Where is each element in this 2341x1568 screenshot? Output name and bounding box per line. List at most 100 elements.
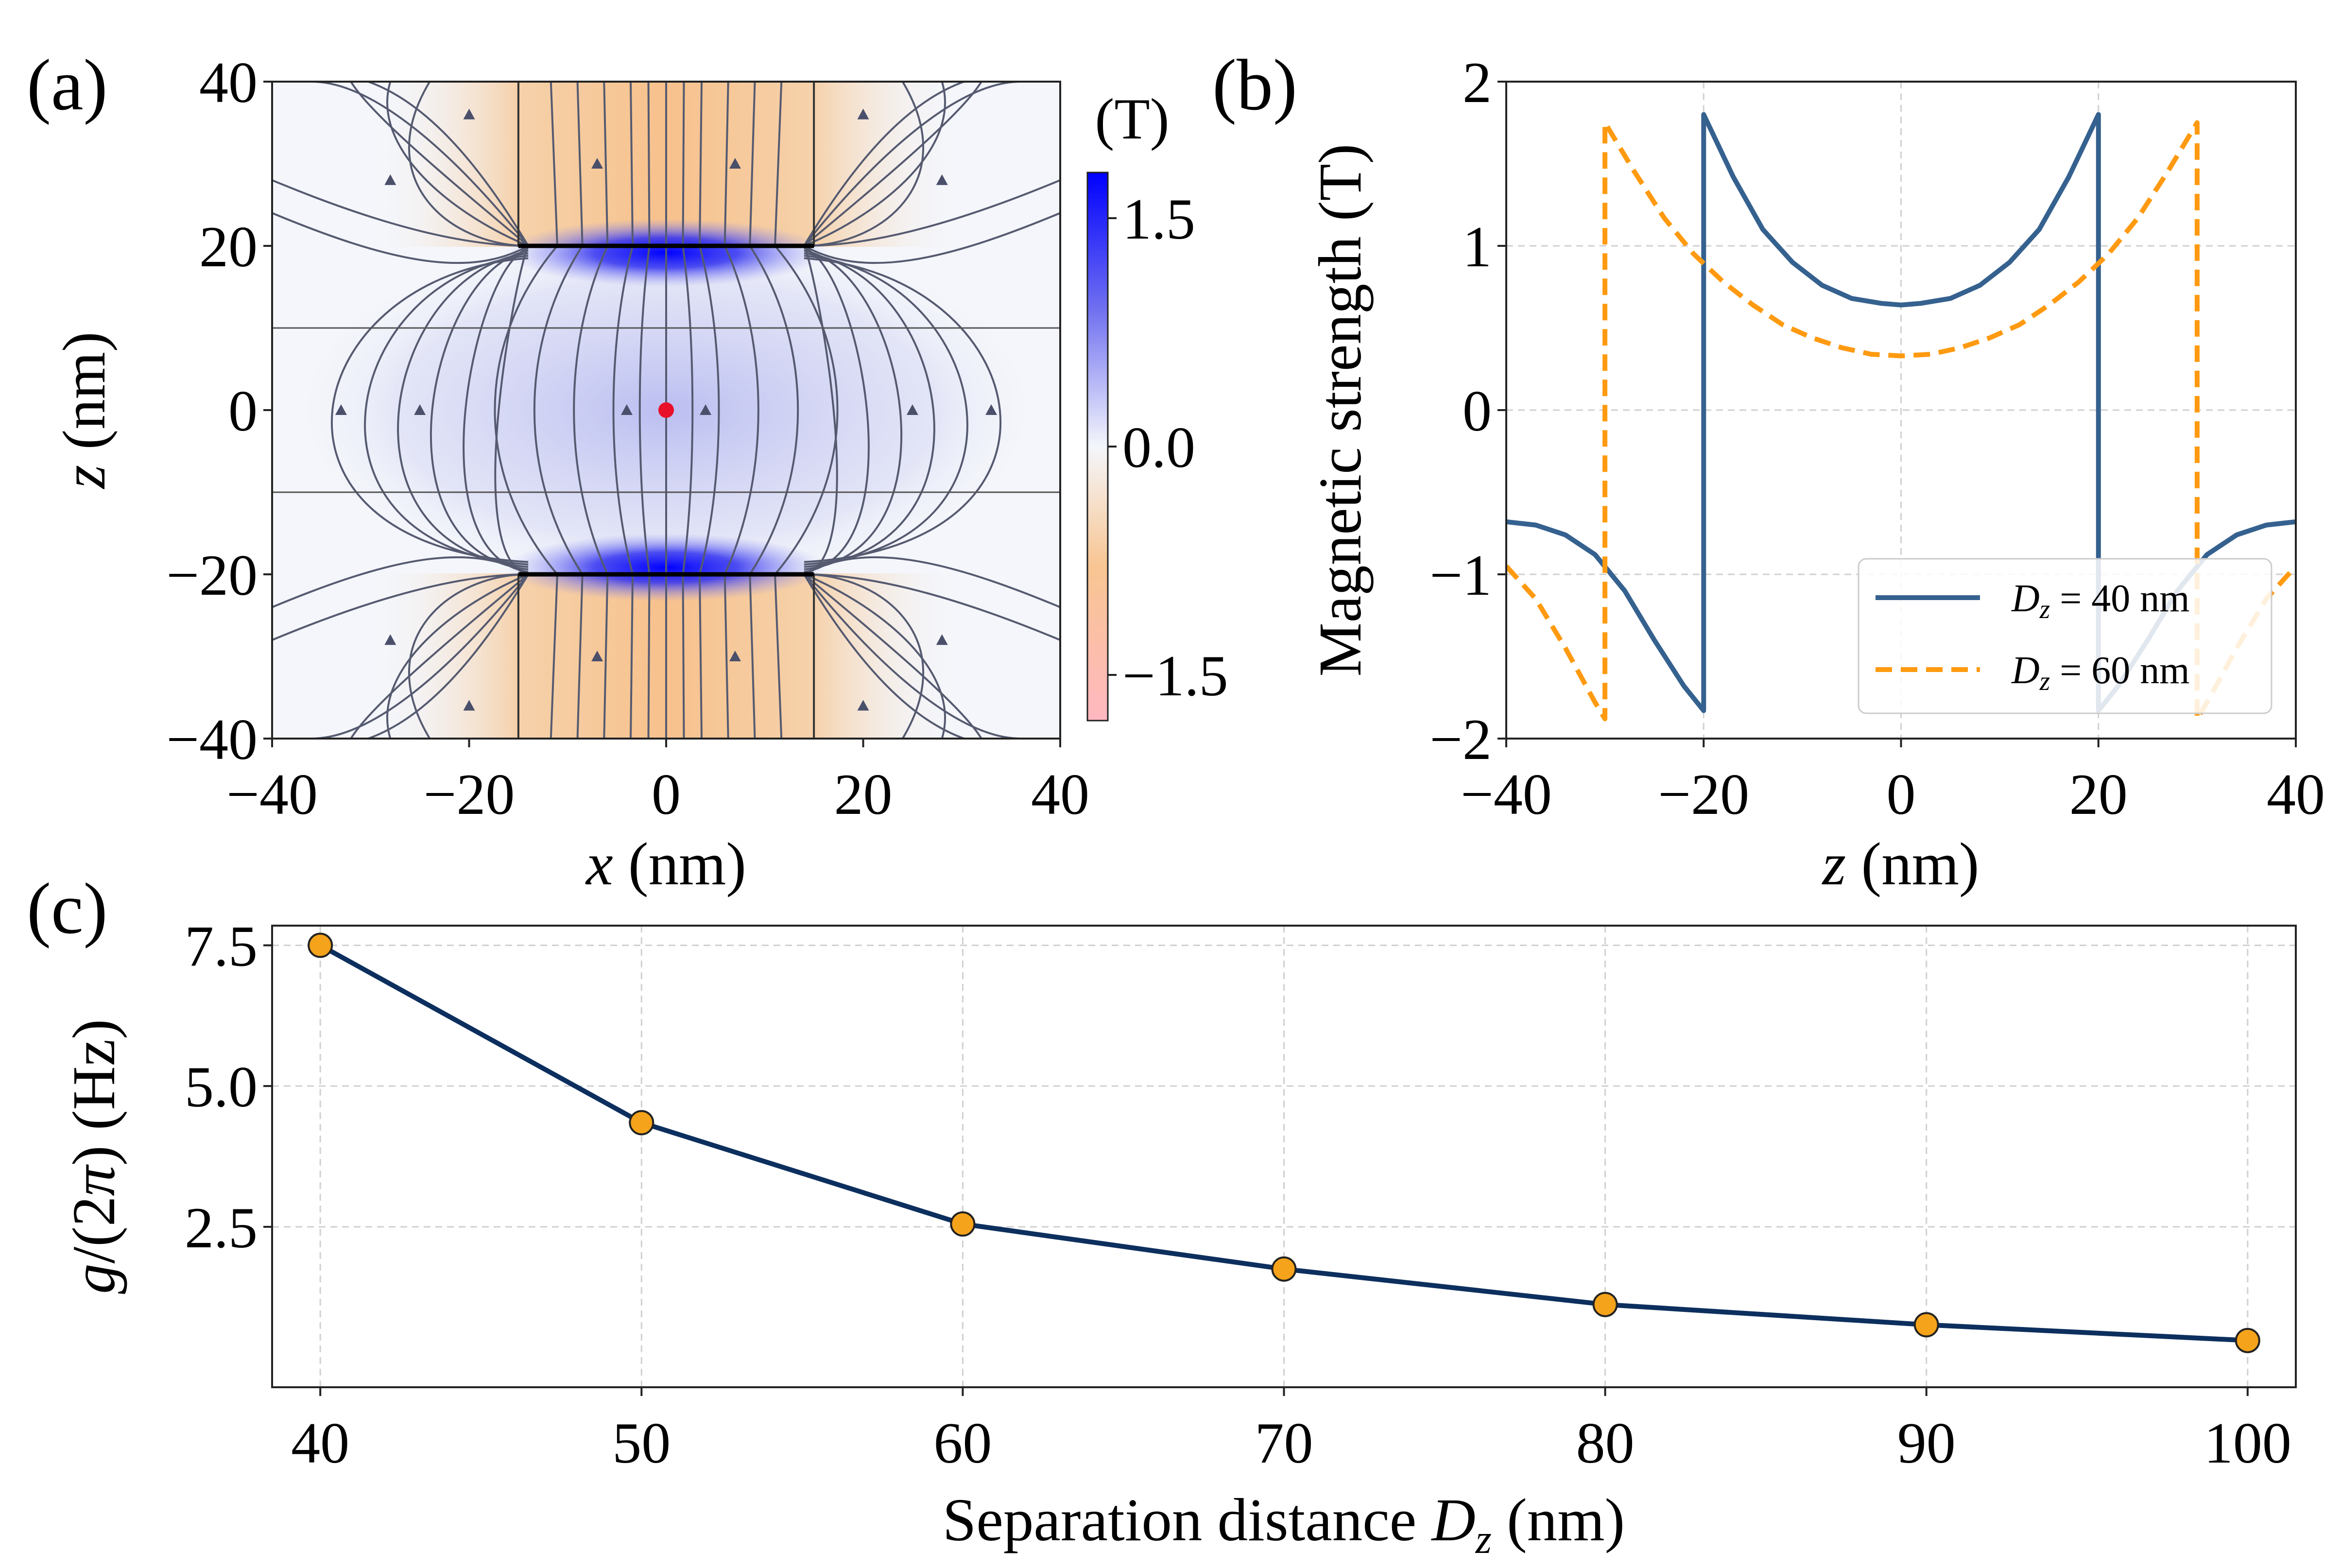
- streamline-arrow: [700, 404, 712, 415]
- streamline-arrow: [414, 404, 426, 415]
- streamline: [749, 245, 799, 575]
- streamline: [576, 574, 584, 739]
- streamline: [803, 82, 1060, 247]
- x-tick-label: 20: [2069, 762, 2128, 827]
- streamline: [647, 82, 651, 246]
- x-tick-label: 70: [1255, 1411, 1313, 1475]
- panel-a-label: (a): [27, 45, 107, 125]
- streamline: [803, 556, 1060, 608]
- legend-label-dz60: Dz = 60 nm: [2011, 649, 2190, 696]
- x-tick-label: 40: [1031, 762, 1089, 827]
- streamline: [612, 245, 634, 575]
- streamline: [723, 245, 759, 575]
- x-tick-label: −20: [1658, 762, 1749, 827]
- panel-b-ticks: −40 −20 0 20 40 2 1 0 −1 −2: [1429, 50, 2325, 827]
- streamline: [803, 212, 1060, 264]
- colorbar: [1086, 172, 1109, 722]
- streamline-arrow: [335, 404, 347, 415]
- streamline: [774, 245, 839, 575]
- streamline-arrow: [591, 651, 603, 661]
- data-point: [1592, 1292, 1618, 1317]
- center-marker: [658, 402, 674, 418]
- panel-b: (b) −40 −20 0 20 40 2 1 0 −1 −2 z (nm) Magnetic s…: [1212, 45, 2325, 898]
- colorbar-tick-label: 1.5: [1122, 187, 1195, 251]
- streamline: [576, 82, 584, 246]
- streamline: [804, 573, 925, 739]
- streamline-arrow: [463, 700, 475, 711]
- streamline: [638, 245, 651, 575]
- streamline: [364, 255, 529, 566]
- panel-b-xlabel: z (nm): [1822, 831, 1980, 898]
- x-tick-label: 0: [1887, 762, 1916, 827]
- data-point: [1271, 1256, 1297, 1282]
- streamline: [803, 245, 838, 575]
- heatmap-area: [272, 82, 1060, 739]
- streamline-arrow: [857, 700, 869, 711]
- streamline: [804, 247, 870, 573]
- streamline: [272, 82, 529, 247]
- streamline: [804, 250, 903, 570]
- streamline: [774, 82, 783, 246]
- streamline-arrow: [620, 404, 633, 415]
- streamline: [533, 245, 584, 575]
- streamline: [804, 255, 968, 566]
- streamline: [494, 245, 529, 575]
- streamline-arrow: [857, 108, 869, 120]
- panel-a: (a) −40 −20 0 20 40 −40 −20 0 20 40 x (nm) z (nm)…: [27, 45, 1228, 898]
- streamline: [408, 82, 529, 247]
- panel-c: (c) 40 50 60 70 80 90 100 7.5 5.0 2.5 Separation …: [27, 868, 2297, 1562]
- magnet-outlines: [517, 82, 815, 739]
- streamline: [494, 245, 558, 575]
- panel-c-label: (c): [27, 868, 107, 949]
- x-tick-label: 100: [2204, 1411, 2291, 1475]
- streamline: [463, 247, 529, 573]
- panel-c-grid: [272, 926, 2296, 1387]
- streamline: [723, 82, 729, 246]
- panel-c-frame: [271, 925, 2297, 1388]
- streamline: [272, 556, 529, 608]
- streamline-arrow: [591, 158, 603, 169]
- panel-b-label: (b): [1212, 45, 1297, 125]
- streamline: [803, 82, 1021, 247]
- streamline-arrow: [463, 108, 475, 120]
- streamline-arrow: [384, 174, 396, 185]
- y-tick-label: 0: [1463, 379, 1492, 443]
- streamline: [603, 82, 609, 246]
- panel-a-ylabel: z (nm): [51, 332, 118, 490]
- streamline: [630, 82, 634, 246]
- streamline: [573, 245, 609, 575]
- streamline: [698, 574, 703, 739]
- x-tick-label: 0: [652, 762, 681, 827]
- streamline: [723, 574, 729, 739]
- streamline: [430, 250, 529, 570]
- streamline: [804, 252, 935, 568]
- streamline: [350, 573, 529, 739]
- y-tick-label: −1: [1429, 543, 1492, 607]
- y-tick-label: 2: [1463, 50, 1492, 115]
- streamline: [603, 574, 609, 739]
- streamline-arrow: [729, 158, 741, 169]
- panel-c-xlabel: Separation distance Dz (nm): [943, 1487, 1625, 1562]
- streamline: [550, 574, 558, 739]
- panel-c-ticks: 40 50 60 70 80 90 100 7.5 5.0 2.5: [185, 914, 2291, 1475]
- x-tick-label: 40: [291, 1411, 349, 1475]
- y-tick-label: 0: [228, 379, 258, 443]
- streamline: [397, 252, 529, 568]
- streamline: [804, 257, 1001, 563]
- x-tick-label: −40: [1461, 762, 1552, 827]
- x-tick-label: 80: [1576, 1411, 1635, 1475]
- streamline-arrow: [936, 174, 948, 185]
- streamline: [272, 573, 529, 641]
- panel-c-series: [308, 932, 2260, 1353]
- colorbar-ticks: 1.5 0.0 −1.5: [1108, 187, 1228, 708]
- x-tick-label: 40: [2267, 762, 2325, 827]
- streamline: [803, 82, 982, 247]
- data-point: [950, 1211, 976, 1237]
- streamline: [311, 573, 529, 739]
- streamlines: [272, 82, 1060, 739]
- streamline: [350, 82, 529, 247]
- streamline: [630, 574, 634, 739]
- series-line-dz60: [1506, 120, 2296, 722]
- streamline: [647, 574, 651, 739]
